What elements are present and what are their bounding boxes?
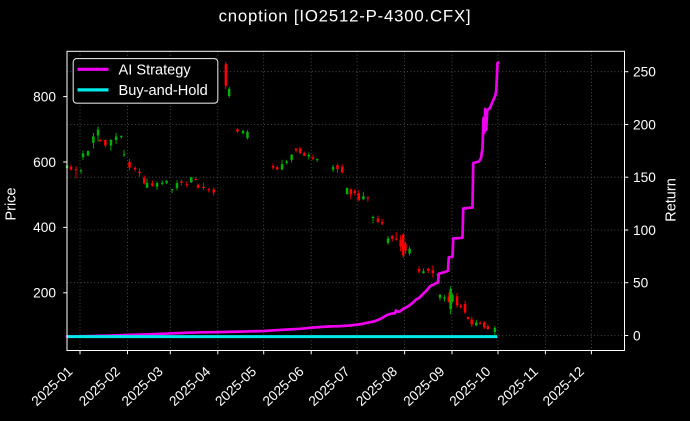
svg-text:100: 100 — [633, 223, 656, 238]
svg-text:Return: Return — [664, 178, 680, 222]
svg-text:800: 800 — [33, 89, 56, 104]
svg-text:200: 200 — [33, 286, 56, 301]
svg-text:AI Strategy: AI Strategy — [119, 62, 192, 78]
svg-text:Buy-and-Hold: Buy-and-Hold — [119, 83, 208, 99]
svg-text:200: 200 — [633, 117, 656, 132]
svg-text:Price: Price — [4, 187, 20, 220]
svg-text:400: 400 — [33, 220, 56, 235]
svg-text:600: 600 — [33, 155, 56, 170]
svg-text:cnoption [IO2512-P-4300.CFX]: cnoption [IO2512-P-4300.CFX] — [219, 7, 472, 26]
svg-text:0: 0 — [633, 328, 641, 343]
svg-text:150: 150 — [633, 170, 656, 185]
svg-text:250: 250 — [633, 65, 656, 80]
svg-text:50: 50 — [633, 276, 649, 291]
